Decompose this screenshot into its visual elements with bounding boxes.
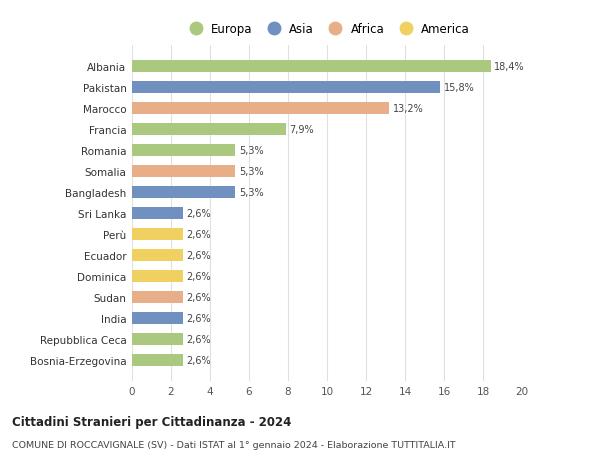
Bar [132, 333, 182, 345]
Bar [132, 207, 182, 219]
Bar [132, 270, 182, 282]
Bar [132, 187, 235, 198]
Text: 5,3%: 5,3% [239, 188, 263, 197]
Text: 2,6%: 2,6% [186, 355, 211, 365]
Bar [132, 354, 182, 366]
Text: 2,6%: 2,6% [186, 271, 211, 281]
Text: 18,4%: 18,4% [494, 62, 525, 72]
Text: 2,6%: 2,6% [186, 334, 211, 344]
Text: COMUNE DI ROCCAVIGNALE (SV) - Dati ISTAT al 1° gennaio 2024 - Elaborazione TUTTI: COMUNE DI ROCCAVIGNALE (SV) - Dati ISTAT… [12, 440, 455, 449]
Text: 5,3%: 5,3% [239, 167, 263, 177]
Bar [132, 103, 389, 114]
Bar [132, 61, 491, 73]
Text: 15,8%: 15,8% [443, 83, 475, 93]
Bar [132, 229, 182, 240]
Text: 2,6%: 2,6% [186, 292, 211, 302]
Text: 13,2%: 13,2% [393, 104, 424, 114]
Text: 2,6%: 2,6% [186, 230, 211, 239]
Text: 2,6%: 2,6% [186, 250, 211, 260]
Bar [132, 250, 182, 261]
Text: 7,9%: 7,9% [290, 125, 314, 134]
Text: 2,6%: 2,6% [186, 313, 211, 323]
Text: 5,3%: 5,3% [239, 146, 263, 156]
Text: 2,6%: 2,6% [186, 208, 211, 218]
Legend: Europa, Asia, Africa, America: Europa, Asia, Africa, America [179, 18, 475, 41]
Bar [132, 124, 286, 135]
Text: Cittadini Stranieri per Cittadinanza - 2024: Cittadini Stranieri per Cittadinanza - 2… [12, 415, 292, 428]
Bar [132, 291, 182, 303]
Bar [132, 166, 235, 177]
Bar [132, 313, 182, 324]
Bar [132, 145, 235, 157]
Bar [132, 82, 440, 94]
